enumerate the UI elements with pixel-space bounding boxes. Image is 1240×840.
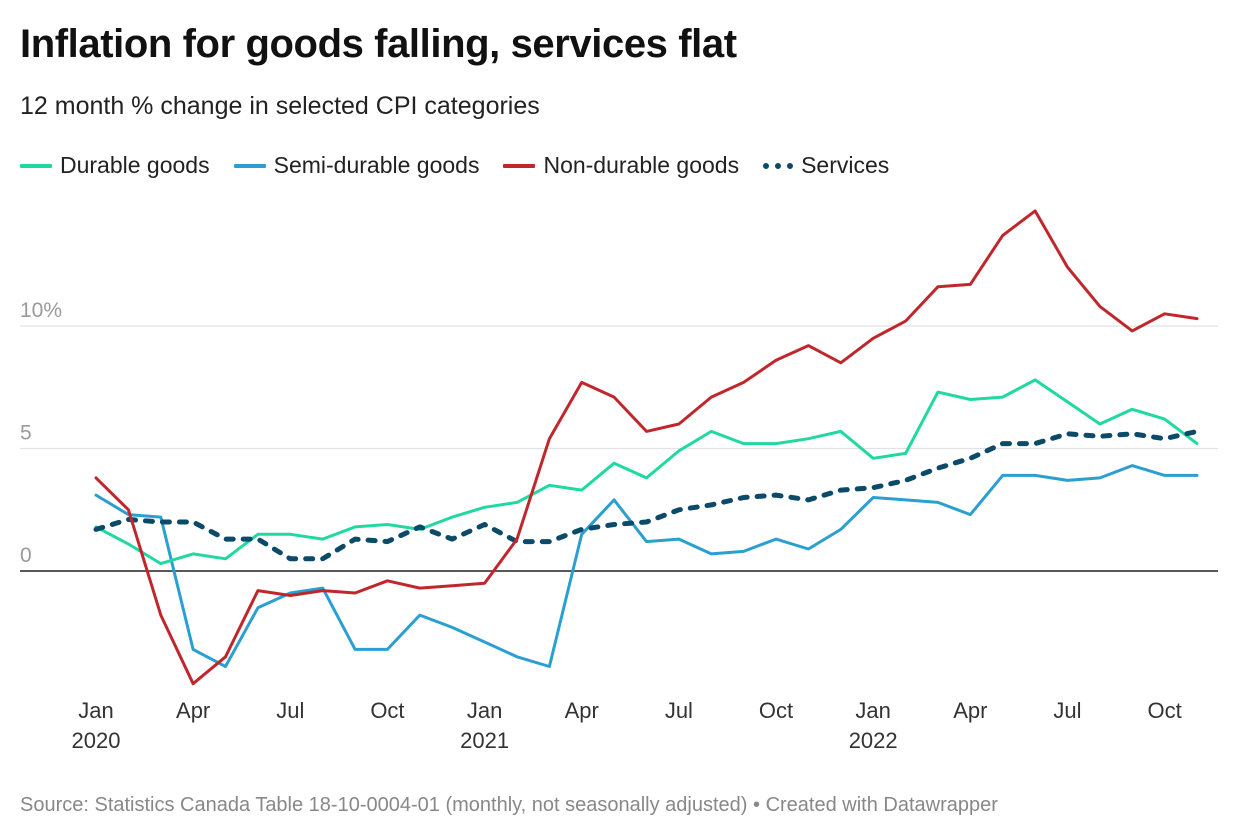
series-line-durable-goods — [94, 378, 1199, 566]
legend-item-durable-goods: Durable goods — [20, 152, 210, 179]
legend-item-services: Services — [763, 152, 889, 179]
legend-label-services: Services — [801, 152, 890, 178]
legend-swatch-services — [763, 162, 794, 169]
legend-swatch-semi-durable-goods — [233, 163, 266, 168]
x-tick-label: Apr — [565, 698, 599, 723]
grid-layer: 10% 5 0 — [20, 299, 1218, 572]
x-tick-label: Jul — [665, 698, 693, 723]
series-line-non-durable-goods — [94, 209, 1199, 686]
x-tick-label: Oct — [759, 698, 793, 723]
series-layer — [93, 209, 1200, 686]
x-tick-label: Jul — [276, 698, 304, 723]
series-line-services — [93, 428, 1200, 562]
x-axis: Jan 2020 Apr Jul Oct Jan 2021 Apr Jul Oct Jan 2022 A… — [72, 698, 1182, 753]
y-tick-label: 0 — [20, 544, 32, 567]
series-line-semi-durable-goods — [94, 464, 1199, 668]
x-tick-label: Jan — [855, 698, 890, 723]
chart-subtitle: 12 month % change in selected CPI catego… — [20, 92, 540, 120]
chart-title: Inflation for goods falling, services fl… — [20, 22, 737, 66]
legend-swatch-non-durable-goods — [503, 163, 536, 168]
legend-item-non-durable-goods: Non-durable goods — [503, 152, 739, 179]
legend-label-semi-durable-goods: Semi-durable goods — [273, 152, 480, 178]
legend-item-semi-durable-goods: Semi-durable goods — [233, 152, 480, 179]
legend-label-non-durable-goods: Non-durable goods — [543, 152, 740, 178]
y-tick-label: 10% — [20, 299, 62, 322]
legend-swatch-durable-goods — [20, 163, 52, 168]
x-tick-year-label: 2022 — [849, 728, 898, 753]
y-tick-label: 5 — [20, 422, 32, 445]
x-tick-label: Apr — [953, 698, 987, 723]
chart-legend: Durable goods Semi-durable goods Non-dur… — [20, 152, 913, 179]
x-tick-label: Jul — [1053, 698, 1081, 723]
x-tick-label: Oct — [370, 698, 404, 723]
x-tick-label: Jan — [78, 698, 113, 723]
x-tick-label: Apr — [176, 698, 210, 723]
x-tick-year-label: 2021 — [460, 728, 509, 753]
source-note: Source: Statistics Canada Table 18-10-00… — [20, 794, 998, 816]
legend-label-durable-goods: Durable goods — [60, 152, 210, 178]
x-tick-year-label: 2020 — [72, 728, 121, 753]
x-tick-label: Oct — [1148, 698, 1182, 723]
x-tick-label: Jan — [467, 698, 502, 723]
